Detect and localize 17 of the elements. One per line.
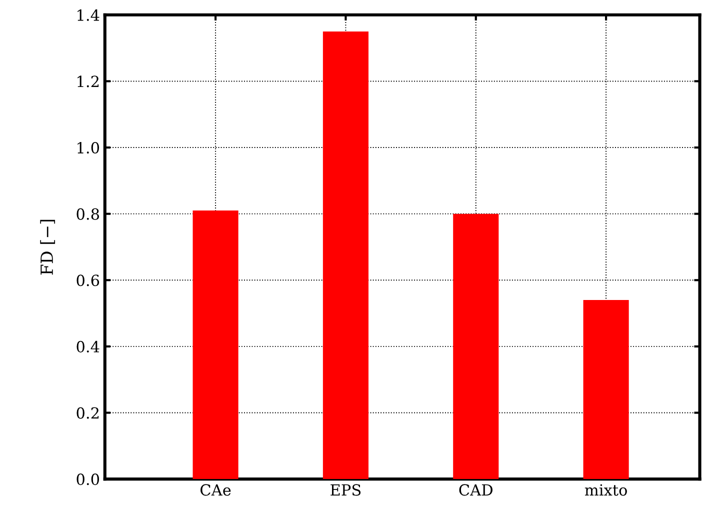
y-tick-label: 0.6 — [76, 274, 100, 286]
y-tick-label: 1.4 — [78, 9, 100, 21]
x-tick-label: CAe — [200, 484, 231, 496]
y-tick-label: 1.2 — [78, 76, 99, 88]
x-tick-label: EPS — [330, 484, 361, 496]
y-tick-label: 1.0 — [78, 142, 100, 154]
y-tick-label: 0.0 — [76, 474, 100, 486]
y-tick-label: 0.4 — [76, 340, 100, 352]
bar — [192, 210, 238, 480]
x-tick-label: mixto — [584, 484, 627, 496]
x-tick-label: CAD — [459, 484, 492, 496]
y-tick-label: 0.2 — [76, 407, 99, 419]
bar — [583, 300, 629, 480]
bar — [453, 214, 499, 480]
y-tick-label: 0.8 — [76, 208, 100, 220]
y-axis-title: FD [−] — [40, 220, 56, 275]
bar — [322, 31, 368, 480]
